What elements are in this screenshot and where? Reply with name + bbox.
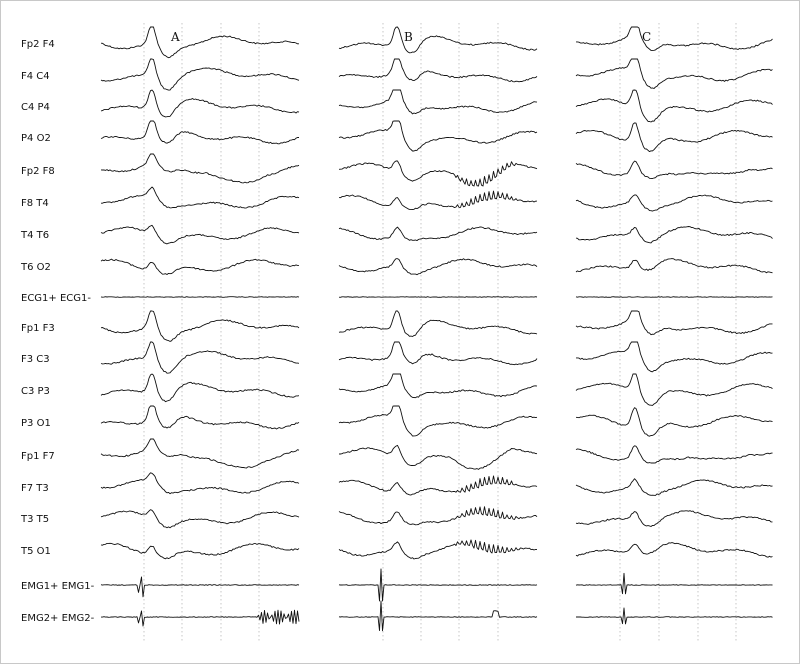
channel-label: C4 P4 (21, 102, 50, 113)
panel-label-b: B (404, 30, 413, 44)
eeg-trace (576, 341, 773, 373)
eeg-trace (338, 373, 538, 399)
eeg-trace (575, 122, 773, 153)
eeg-trace (338, 310, 538, 337)
channel-label: Fp2 F4 (21, 39, 55, 50)
eeg-trace (575, 226, 773, 244)
channel-label: F3 C3 (21, 354, 50, 365)
eeg-trace (100, 341, 300, 374)
eeg-trace (338, 226, 538, 242)
eeg-trace (100, 472, 300, 495)
channel-label: T4 T6 (20, 230, 49, 241)
channel-label: T6 O2 (20, 262, 51, 273)
eeg-trace (100, 509, 300, 529)
channel-label: T3 T5 (20, 514, 49, 525)
eeg-trace (575, 258, 773, 274)
eeg-trace (575, 510, 773, 527)
channel-label: C3 P3 (21, 386, 50, 397)
eeg-trace (575, 572, 773, 595)
eeg-trace (338, 120, 538, 152)
channel-label: T5 O1 (20, 546, 51, 557)
panel-b-traces (338, 26, 538, 632)
eeg-trace (100, 224, 300, 245)
eeg-trace (338, 600, 538, 632)
eeg-trace (100, 576, 300, 598)
eeg-trace (338, 341, 538, 366)
eeg-trace (575, 542, 773, 558)
channel-label: P4 O2 (21, 133, 51, 144)
eeg-trace (575, 310, 773, 336)
channel-label: Fp1 F7 (21, 451, 55, 462)
eeg-trace (575, 194, 773, 212)
panel-c-traces (575, 26, 773, 625)
eeg-trace (100, 296, 300, 298)
channel-label: F4 C4 (21, 71, 50, 82)
channel-label: F7 T3 (21, 483, 49, 494)
eeg-trace (100, 153, 300, 184)
eeg-trace (338, 568, 538, 602)
eeg-trace (338, 296, 538, 298)
eeg-trace (575, 296, 773, 298)
eeg-trace (100, 258, 300, 275)
eeg-trace (100, 89, 300, 118)
eeg-trace (338, 58, 538, 83)
eeg-trace (575, 89, 773, 123)
eeg-trace (338, 475, 538, 496)
eeg-trace (338, 506, 538, 526)
eeg-trace (575, 445, 773, 464)
panel-a-traces (100, 26, 300, 627)
channel-label: EMG2+ EMG2- (21, 613, 95, 624)
eeg-trace (575, 407, 773, 437)
eeg-trace (339, 444, 538, 470)
eeg-trace (100, 373, 300, 403)
eeg-trace (100, 120, 299, 145)
eeg-trace (338, 258, 538, 276)
eeg-trace (100, 438, 300, 469)
eeg-trace (338, 26, 538, 54)
eeg-trace (100, 542, 300, 560)
eeg-trace (575, 58, 773, 89)
eeg-trace (100, 405, 300, 430)
channel-label: EMG1+ EMG1- (21, 581, 95, 592)
eeg-trace (100, 310, 300, 342)
eeg-trace (101, 186, 300, 209)
eeg-trace (100, 58, 300, 91)
channel-label: F8 T4 (21, 198, 49, 209)
channel-label: ECG1+ ECG1- (21, 293, 91, 304)
eeg-trace (575, 478, 773, 496)
channel-label: Fp1 F3 (21, 323, 55, 334)
panel-label-c: C (642, 30, 651, 44)
panel-label-a: A (170, 30, 180, 44)
eeg-trace (575, 373, 773, 406)
eeg-trace (338, 539, 538, 560)
eeg-trace (338, 160, 538, 187)
eeg-trace (575, 160, 773, 179)
eeg-trace (100, 26, 299, 59)
eeg-trace (576, 26, 773, 51)
eeg-trace (101, 609, 300, 627)
eeg-trace (575, 607, 773, 625)
eeg-trace (338, 405, 538, 437)
channel-label: Fp2 F8 (21, 166, 55, 177)
eeg-trace (338, 190, 538, 211)
eeg-trace (338, 89, 538, 115)
channel-label: P3 O1 (21, 418, 51, 429)
